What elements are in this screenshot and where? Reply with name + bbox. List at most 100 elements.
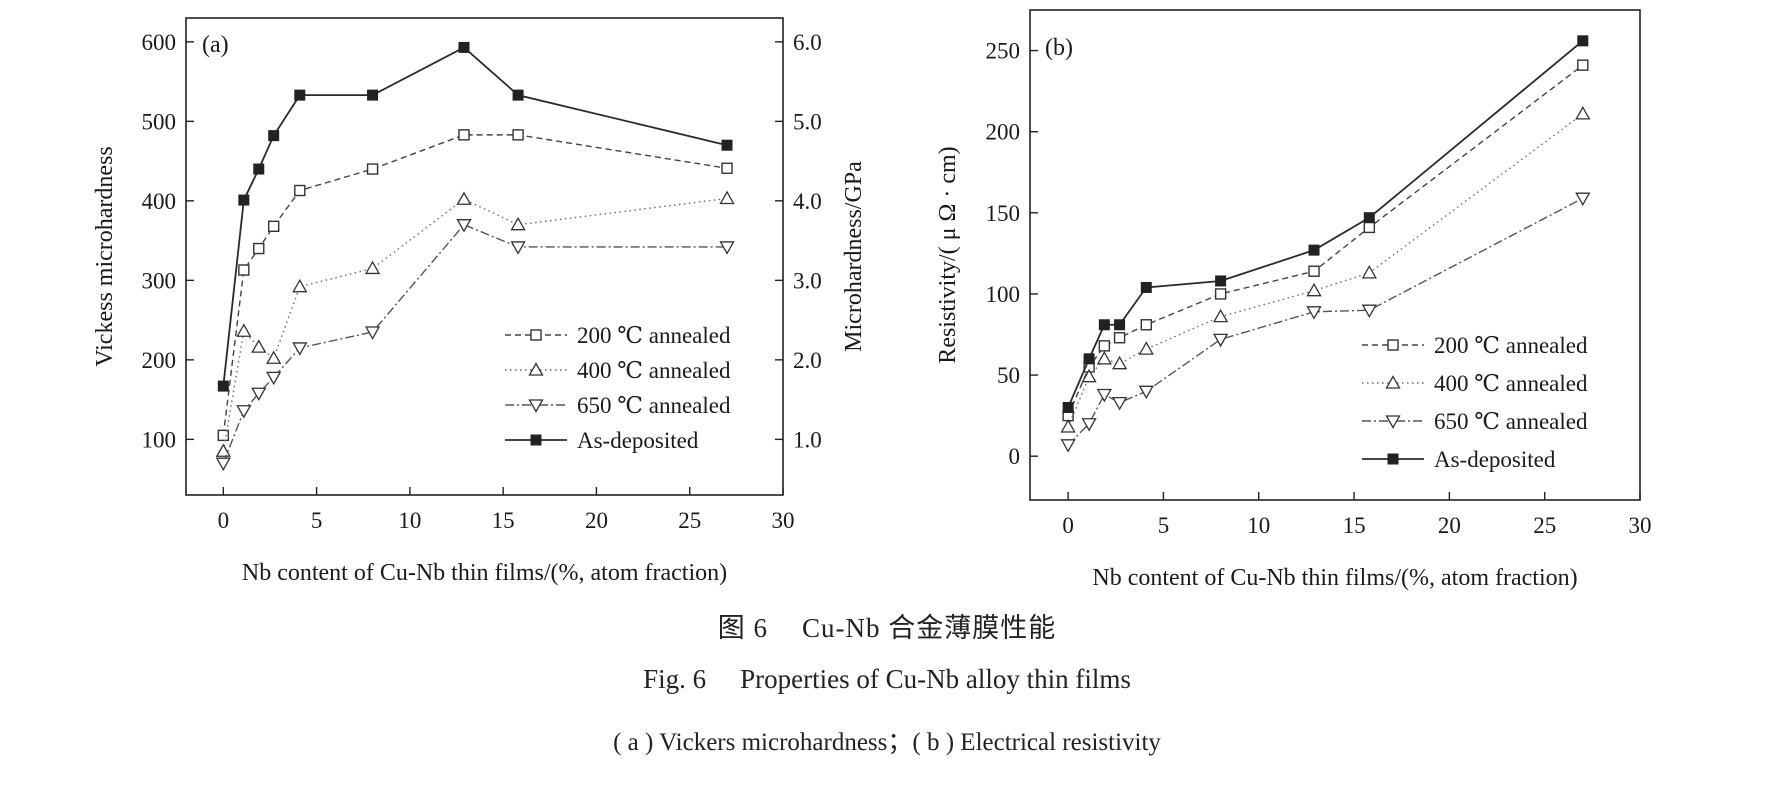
- data-point-a-3: [367, 89, 379, 101]
- x-axis-title-b: Nb content of Cu-Nb thin films/(%, atom …: [1092, 565, 1577, 591]
- x-axis-title-a: Nb content of Cu-Nb thin films/(%, atom …: [242, 560, 727, 586]
- y2-tick-label-a: 5.0: [793, 109, 822, 134]
- data-point-b-1: [1096, 351, 1112, 365]
- series-b-1: [1060, 106, 1591, 433]
- data-point-a-0: [267, 220, 280, 232]
- legend-marker-b: [1387, 453, 1399, 465]
- series-a-2: [215, 219, 735, 472]
- legend-label-a: 400 ℃ annealed: [577, 358, 731, 383]
- caption-chinese: 图 6 Cu-Nb 合金薄膜性能: [0, 606, 1774, 645]
- series-line-b-0: [1067, 64, 1584, 416]
- data-point-a-3: [268, 130, 280, 142]
- data-point-b-1: [1361, 265, 1377, 279]
- data-point-b-1: [1111, 355, 1128, 370]
- legend-marker-b: [1385, 375, 1401, 389]
- data-point-a-3: [253, 163, 265, 175]
- x-tick-label-b: 25: [1533, 513, 1556, 538]
- data-point-a-0: [512, 129, 524, 141]
- legend-marker-a: [528, 362, 544, 376]
- data-point-a-3: [294, 89, 306, 101]
- x-tick-label-a: 10: [398, 508, 421, 533]
- data-point-b-1: [1138, 341, 1154, 355]
- data-point-b-1: [1213, 308, 1229, 323]
- caption-chinese-text: Cu-Nb 合金薄膜性能: [802, 613, 1057, 643]
- legend-marker-a: [530, 329, 542, 341]
- chart-panel-b: 0 5 10 15 20 25 30 0 50 100 150 200 250 Nb content of…: [935, 9, 1652, 591]
- y-tick-label-a: 500: [142, 109, 177, 134]
- data-point-b-0: [1577, 59, 1589, 71]
- data-point-a-2: [456, 219, 472, 233]
- y-tick-label-b: 250: [986, 39, 1021, 64]
- data-point-a-1: [719, 190, 735, 205]
- legend-b: 200 ℃ annealed 400 ℃ annealed 650 ℃ anneal…: [1362, 333, 1588, 472]
- data-point-b-2: [1096, 388, 1112, 403]
- legend-label-b: 400 ℃ annealed: [1434, 371, 1588, 396]
- series-a-1: [215, 190, 735, 457]
- y-tick-label-b: 150: [986, 201, 1021, 226]
- data-point-a-0: [721, 162, 733, 174]
- data-point-b-0: [1308, 265, 1320, 277]
- data-point-b-3: [1140, 281, 1152, 293]
- y-tick-label-a: 300: [142, 268, 177, 293]
- data-point-b-0: [1098, 340, 1111, 352]
- y-axis-title-b: Resistivity/( μ Ω · cm): [935, 146, 961, 363]
- data-point-a-2: [292, 342, 308, 356]
- data-point-b-0: [1214, 288, 1227, 300]
- legend-label-b: As-deposited: [1434, 447, 1556, 472]
- legend-label-b: 650 ℃ annealed: [1434, 409, 1588, 434]
- data-point-b-2: [1575, 192, 1591, 207]
- data-point-b-3: [1308, 244, 1320, 256]
- series-a-3: [217, 41, 733, 392]
- data-point-a-3: [458, 41, 470, 53]
- y2-tick-label-a: 6.0: [793, 30, 822, 55]
- y-axis-title-a: Vickess microhardness: [92, 146, 118, 367]
- x-tick-label-b: 10: [1247, 513, 1270, 538]
- data-point-a-3: [512, 89, 524, 101]
- x-tick-label-b: 0: [1062, 513, 1074, 538]
- data-point-a-0: [366, 163, 379, 175]
- data-point-b-3: [1098, 319, 1110, 331]
- data-point-b-2: [1138, 385, 1154, 400]
- data-point-a-1: [236, 323, 252, 337]
- data-point-b-3: [1083, 353, 1095, 365]
- data-point-a-2: [510, 241, 526, 255]
- legend-label-a: 200 ℃ annealed: [577, 323, 731, 348]
- data-point-a-0: [238, 264, 250, 276]
- series-line-b-1: [1067, 113, 1584, 428]
- caption-english-number: Fig. 6: [643, 664, 707, 694]
- data-point-b-2: [1306, 306, 1322, 320]
- caption-chinese-number: 图 6: [717, 613, 768, 643]
- series-b-0: [1062, 59, 1589, 422]
- data-point-a-3: [238, 194, 250, 206]
- data-point-b-3: [1577, 35, 1589, 47]
- data-point-a-2: [236, 405, 252, 419]
- data-point-a-0: [217, 429, 230, 442]
- data-point-a-1: [215, 443, 231, 457]
- legend-label-b: 200 ℃ annealed: [1434, 333, 1588, 358]
- legend-marker-a: [528, 399, 544, 413]
- plot-frame-b: [1029, 9, 1641, 501]
- panel-label-a: (a): [202, 32, 229, 58]
- y2-tick-label-a: 1.0: [793, 427, 822, 452]
- data-point-b-2: [1111, 396, 1128, 411]
- data-point-b-1: [1081, 368, 1097, 383]
- series-b-3: [1062, 35, 1589, 414]
- series-a-0: [217, 129, 733, 442]
- legend-label-a: 650 ℃ annealed: [577, 393, 731, 418]
- data-point-a-1: [251, 339, 267, 353]
- x-tick-label-b: 20: [1438, 513, 1461, 538]
- x-tick-label-a: 25: [678, 508, 701, 533]
- data-point-b-2: [1361, 304, 1377, 318]
- data-point-b-2: [1060, 439, 1076, 453]
- legend-marker-b: [1385, 415, 1401, 429]
- y-tick-label-b: 0: [1009, 444, 1021, 469]
- figure-canvas: 0 5 10 15 20 25 301002003004005006001.02.03.04…: [92, 9, 1652, 591]
- legend-marker-b: [1387, 339, 1399, 351]
- y2-tick-label-a: 2.0: [793, 348, 822, 373]
- data-point-b-3: [1363, 212, 1375, 224]
- data-point-a-2: [251, 387, 267, 402]
- plot-frame-a: [185, 17, 784, 496]
- data-point-b-3: [1114, 319, 1126, 331]
- data-point-b-0: [1140, 319, 1152, 331]
- data-point-a-0: [253, 242, 265, 255]
